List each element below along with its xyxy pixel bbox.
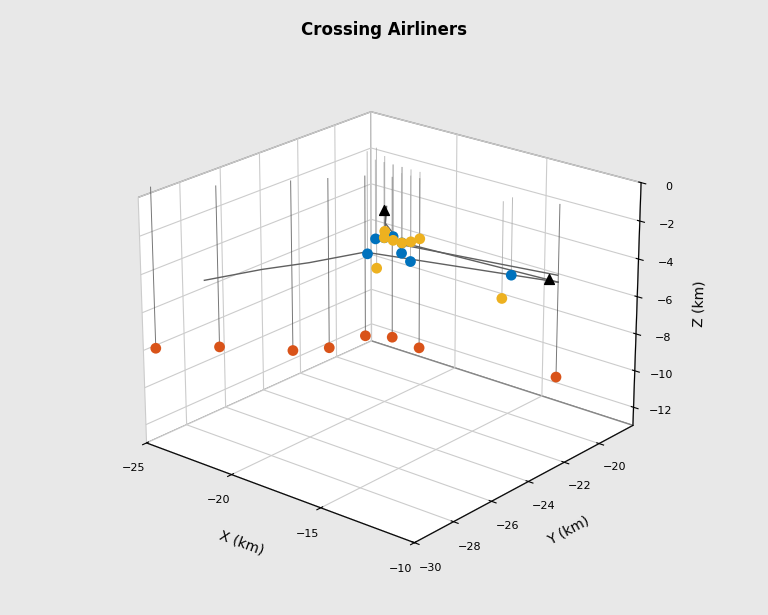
- Y-axis label: Y (km): Y (km): [545, 514, 591, 547]
- X-axis label: X (km): X (km): [217, 528, 266, 558]
- Title: Crossing Airliners: Crossing Airliners: [301, 21, 467, 39]
